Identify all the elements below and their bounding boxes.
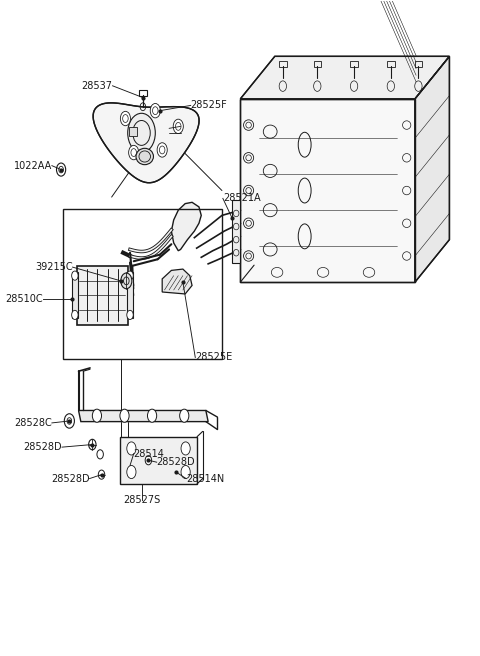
Circle shape	[64, 414, 74, 428]
Circle shape	[120, 112, 131, 126]
Circle shape	[120, 409, 129, 422]
Circle shape	[121, 273, 132, 289]
Text: 28537: 28537	[82, 81, 112, 91]
Text: 28514: 28514	[134, 449, 165, 459]
Bar	[139, 90, 146, 96]
Text: 28528D: 28528D	[24, 442, 62, 452]
Polygon shape	[232, 200, 240, 262]
Polygon shape	[171, 202, 201, 251]
Circle shape	[127, 466, 136, 479]
Polygon shape	[162, 269, 192, 294]
Polygon shape	[79, 411, 208, 422]
Bar	[127, 272, 133, 318]
Circle shape	[127, 310, 133, 319]
Bar	[63, 209, 222, 359]
Bar	[350, 60, 358, 67]
Circle shape	[150, 104, 160, 118]
Circle shape	[92, 409, 102, 422]
Circle shape	[72, 271, 78, 280]
Circle shape	[57, 163, 66, 176]
Text: 28521A: 28521A	[223, 194, 261, 203]
Text: 28510C: 28510C	[5, 293, 43, 304]
Text: 28528C: 28528C	[14, 418, 52, 428]
Text: 28528D: 28528D	[51, 474, 90, 483]
Polygon shape	[415, 56, 449, 282]
Bar	[279, 60, 287, 67]
Polygon shape	[240, 56, 449, 99]
Circle shape	[127, 442, 136, 455]
Polygon shape	[120, 437, 197, 483]
Bar	[415, 60, 422, 67]
Circle shape	[173, 119, 183, 134]
Circle shape	[97, 450, 103, 459]
Polygon shape	[77, 266, 128, 325]
Circle shape	[157, 143, 167, 157]
Circle shape	[128, 113, 156, 153]
Circle shape	[89, 440, 96, 450]
Text: 39215C: 39215C	[35, 262, 72, 272]
Text: 28527S: 28527S	[123, 495, 160, 504]
Bar	[129, 127, 137, 136]
Circle shape	[147, 409, 156, 422]
Polygon shape	[93, 103, 199, 183]
Circle shape	[145, 456, 152, 465]
Bar	[313, 60, 321, 67]
Circle shape	[98, 470, 105, 480]
Polygon shape	[240, 99, 415, 282]
Circle shape	[180, 409, 189, 422]
Bar	[387, 60, 395, 67]
Text: 28528D: 28528D	[156, 457, 195, 467]
Circle shape	[181, 466, 190, 479]
Circle shape	[72, 310, 78, 319]
Circle shape	[127, 271, 133, 280]
Text: 1022AA: 1022AA	[13, 161, 52, 171]
Text: 28525F: 28525F	[191, 100, 228, 110]
Circle shape	[181, 442, 190, 455]
Ellipse shape	[136, 148, 154, 165]
Text: 28514N: 28514N	[186, 474, 224, 483]
Bar	[72, 272, 78, 318]
Circle shape	[129, 146, 139, 160]
Text: 28525E: 28525E	[195, 352, 232, 363]
